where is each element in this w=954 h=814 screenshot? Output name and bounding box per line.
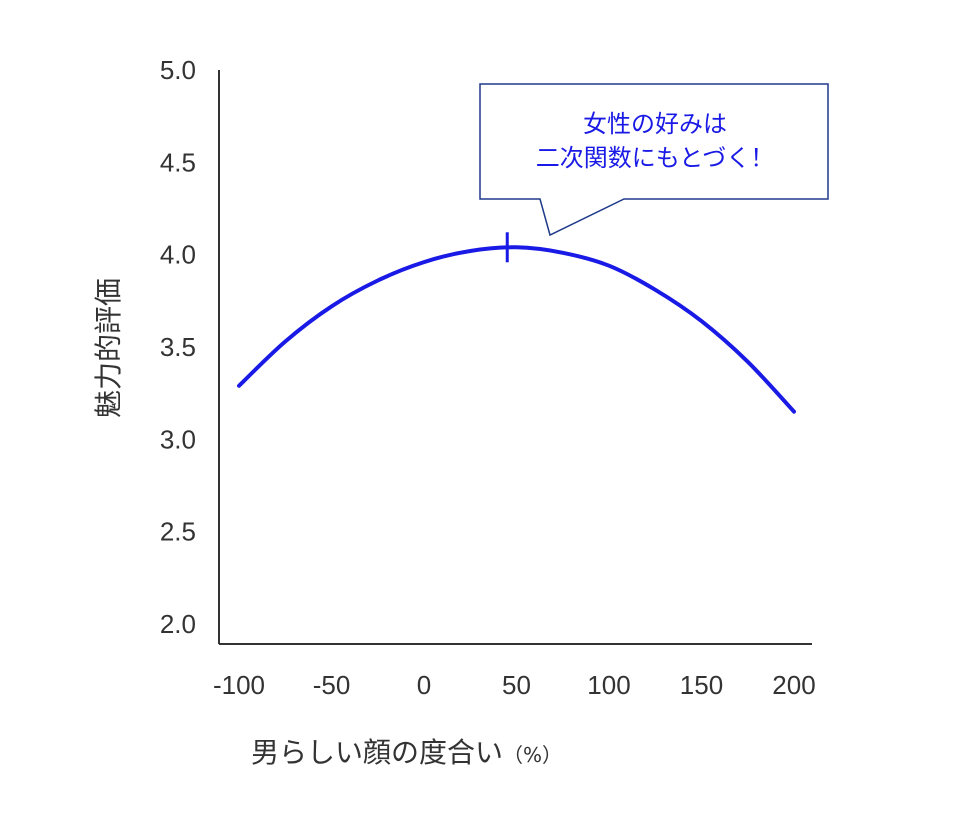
- x-tick-label: 50: [502, 670, 531, 700]
- x-tick-label: 0: [417, 670, 431, 700]
- annotation-callout: 女性の好みは 二次関数にもとづく！: [479, 83, 829, 237]
- y-tick-label: 2.5: [160, 517, 196, 547]
- series-line: [237, 245, 796, 414]
- y-tick-label: 4.0: [160, 240, 196, 270]
- y-tick-label: 5.0: [160, 55, 196, 85]
- callout-box: [479, 83, 829, 237]
- x-tick-label: 150: [680, 670, 723, 700]
- y-tick-label: 3.0: [160, 424, 196, 454]
- y-tick-label: 2.0: [160, 609, 196, 639]
- x-tick-labels: -100 -50 0 50 100 150 200: [213, 670, 816, 700]
- callout-line-1: 女性の好みは: [583, 110, 727, 138]
- y-tick-label: 4.5: [160, 147, 196, 177]
- x-axis-title-group: 男らしい顔の度合い（%）: [251, 736, 562, 769]
- x-tick-label: -100: [213, 670, 265, 700]
- x-axis-title: 男らしい顔の度合い: [251, 736, 503, 769]
- y-tick-label: 3.5: [160, 332, 196, 362]
- y-tick-labels: 2.0 2.5 3.0 3.5 4.0 4.5 5.0: [160, 55, 196, 639]
- y-axis-title: 魅力的評価: [92, 278, 125, 418]
- x-tick-label: 200: [772, 670, 815, 700]
- x-tick-label: 100: [587, 670, 630, 700]
- x-tick-label: -50: [313, 670, 351, 700]
- x-axis-unit: （%）: [503, 743, 562, 767]
- callout-line-2: 二次関数にもとづく！: [536, 144, 775, 172]
